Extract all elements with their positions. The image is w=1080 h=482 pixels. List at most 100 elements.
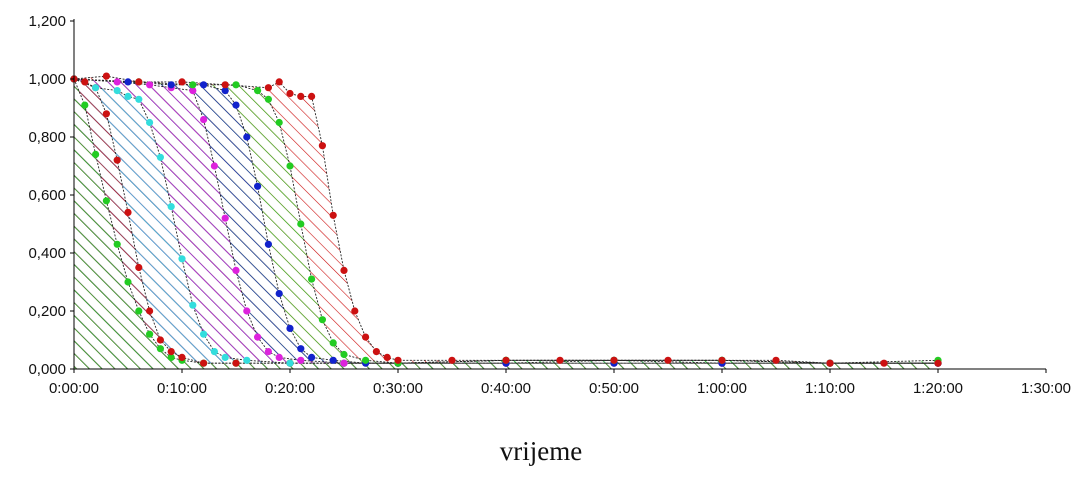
series-4-point [210, 162, 218, 170]
series-7-point [221, 81, 229, 89]
series-4-point [146, 81, 154, 89]
x-tick-label: 1:00:00 [697, 380, 747, 397]
x-tick-label: 0:40:00 [481, 380, 531, 397]
series-4-point [264, 348, 272, 356]
series-5-point [200, 81, 208, 89]
series-6-point [232, 81, 240, 89]
y-tick-label: 1,200 [28, 13, 66, 30]
y-tick-label: 1,000 [28, 71, 66, 88]
series-5-point [297, 345, 305, 353]
series-7-point [329, 211, 337, 219]
series-7-line [73, 75, 938, 364]
series-6-point [286, 162, 294, 170]
series-3-point [146, 118, 154, 127]
x-tick-label: 0:10:00 [157, 380, 207, 397]
x-tick-label: 1:30:00 [1021, 380, 1071, 397]
series-1-line [73, 78, 938, 364]
x-tick-label: 0:00:00 [49, 380, 99, 397]
y-tick-label: 0,600 [28, 187, 66, 204]
series-1-point [92, 150, 100, 158]
series-7-point [880, 359, 888, 367]
series-2-point [232, 359, 240, 367]
series-7-point [394, 356, 402, 364]
x-tick-label: 0:50:00 [589, 380, 639, 397]
series-markers [70, 72, 942, 367]
series-4-point [275, 353, 283, 361]
series-6-point [308, 275, 316, 283]
series-2-point [113, 156, 121, 164]
series-7-point [826, 359, 834, 367]
x-tick-label: 0:30:00 [373, 380, 423, 397]
series-5-point [124, 78, 132, 86]
series-4-point [243, 307, 251, 315]
series-6-point [297, 220, 305, 228]
series-7-point [264, 84, 272, 92]
series-2-point [102, 110, 110, 118]
x-axis-label: vrijeme [500, 436, 582, 466]
series-5-point [264, 240, 272, 248]
series-3-point [189, 301, 197, 309]
series-5-point [286, 324, 294, 332]
series-2-point [135, 263, 143, 272]
series-7-point [297, 92, 305, 100]
series-6-point [275, 118, 283, 127]
series-1-point [156, 345, 164, 353]
series-4-point [113, 78, 121, 86]
series-7-point [502, 356, 510, 364]
series-6-point [362, 356, 370, 364]
series-5-point [329, 356, 337, 364]
series-2-point [81, 78, 89, 86]
series-3-point [156, 153, 164, 161]
series-4-point [189, 87, 197, 95]
y-tick-label: 0,200 [28, 303, 66, 320]
series-3-point [124, 92, 132, 100]
series-5-point [275, 290, 283, 298]
series-1-point [81, 101, 89, 109]
series-6-point [189, 81, 197, 89]
series-3-point [135, 95, 143, 103]
series-2-point [178, 353, 186, 361]
series-5-point [221, 87, 229, 95]
series-2-point [156, 336, 164, 344]
series-6-point [340, 350, 348, 359]
series-3-point [167, 203, 175, 211]
series-6-point [318, 316, 326, 324]
x-tick-label: 1:20:00 [913, 380, 963, 397]
series-3-point [221, 353, 229, 361]
series-5-point [254, 182, 262, 190]
series-4-point [254, 333, 262, 341]
series-2-point [200, 359, 208, 367]
series-3-point [243, 356, 251, 364]
series-7-point [178, 78, 186, 86]
series-1-point [102, 197, 110, 205]
series-4-point [232, 266, 240, 274]
series-5-point [167, 81, 175, 89]
series-2-point [124, 208, 132, 216]
series-6-area [74, 79, 938, 369]
y-tick-label: 0,800 [28, 129, 66, 146]
series-7-point [275, 78, 283, 86]
series-7-point [318, 142, 326, 150]
series-5-point [232, 101, 240, 109]
series-4-point [297, 356, 305, 364]
series-7-point [556, 356, 564, 364]
series-2-point [167, 348, 175, 356]
series-3-point [113, 87, 121, 95]
series-7-point [351, 307, 359, 315]
series-7-point [383, 353, 391, 361]
x-tick-label: 0:20:00 [265, 380, 315, 397]
series-1-point [124, 278, 132, 286]
series-4-point [340, 359, 348, 367]
series-7-point [718, 356, 726, 364]
series-1-point [113, 240, 121, 248]
series-6-point [264, 95, 272, 103]
series-5-point [243, 133, 251, 141]
series-7-point [102, 72, 110, 80]
series-3-point [178, 255, 186, 263]
series-7-point [664, 356, 672, 364]
series-7-point [362, 333, 370, 341]
series-6-point [254, 87, 262, 95]
series-3-point [92, 84, 100, 92]
